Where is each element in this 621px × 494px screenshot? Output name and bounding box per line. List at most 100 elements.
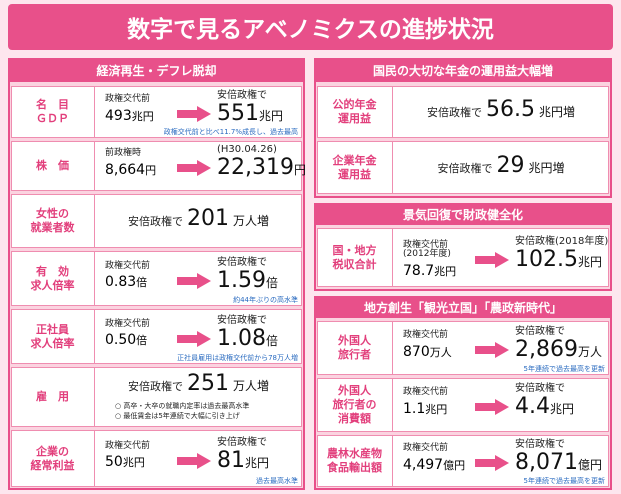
number: 4,497 bbox=[403, 456, 444, 473]
number: 1.59 bbox=[217, 267, 266, 293]
arrow bbox=[475, 399, 509, 415]
caption: 政権交代前 bbox=[403, 387, 449, 397]
after-value: 551兆円 bbox=[217, 101, 302, 126]
after: 安倍政権で 1.08倍 bbox=[217, 315, 302, 355]
before-value: 50兆円 bbox=[105, 451, 179, 470]
single-value: 安倍政権で 29 兆円増 bbox=[393, 153, 609, 183]
arrow bbox=[177, 452, 211, 469]
title: 数字で見るアベノミクスの進捗状況 bbox=[8, 4, 613, 50]
before: 政権交代前 0.83倍 bbox=[105, 261, 179, 298]
row-label: 女性の 就業者数 bbox=[11, 194, 95, 248]
single-value: 安倍政権で 201 万人増 bbox=[95, 206, 302, 236]
after: 安倍政権(2018年度) 102.5兆円 bbox=[515, 236, 609, 276]
after-value: 2,869万人 bbox=[515, 337, 609, 362]
number: 493 bbox=[105, 107, 132, 124]
before-value: 4,497億円 bbox=[403, 454, 477, 473]
caption: 政権交代前 bbox=[105, 440, 151, 451]
note: 5年連続で過去最高を更新 bbox=[523, 477, 605, 485]
unit: 兆円 bbox=[245, 455, 270, 470]
number: 551 bbox=[217, 101, 259, 126]
before: 政権交代前 (2012年度) 78.7兆円 bbox=[403, 239, 477, 280]
row-label: 雇 用 bbox=[11, 367, 95, 427]
single-value: 安倍政権で 251 万人増 bbox=[95, 371, 302, 401]
caption: 安倍政権(2018年度) bbox=[515, 235, 609, 247]
unit: 兆円 bbox=[131, 109, 154, 123]
note: ○ 高卒・大卒の就職内定率は過去最高水準 bbox=[115, 402, 250, 410]
after-value: 1.59倍 bbox=[217, 268, 302, 293]
before: 政権交代前 50兆円 bbox=[105, 440, 179, 478]
unit: 兆円 bbox=[550, 402, 575, 416]
unit: 億円 bbox=[577, 458, 602, 472]
after: 安倍政権で 4.4兆円 bbox=[515, 383, 609, 423]
row-box bbox=[317, 378, 609, 432]
arrow-shape bbox=[475, 455, 509, 471]
arrow-shape bbox=[475, 251, 509, 268]
number: 78.7 bbox=[403, 263, 435, 280]
row-label: 外国人 旅行者の 消費額 bbox=[317, 378, 393, 432]
panel-heading: 国民の大切な年金の運用益大幅増 bbox=[314, 58, 612, 82]
row-label: 農林水産物 食品輸出額 bbox=[317, 435, 393, 487]
before: 政権交代前 870万人 bbox=[403, 330, 477, 367]
number: 102.5 bbox=[515, 246, 578, 272]
row-label: 企業の 経常利益 bbox=[11, 430, 95, 487]
number: 1.1 bbox=[403, 400, 426, 417]
unit: 兆円 bbox=[577, 254, 602, 269]
unit: 倍 bbox=[136, 334, 148, 348]
unit: 兆円 bbox=[122, 456, 145, 470]
number: 0.50 bbox=[105, 332, 137, 349]
caption: 安倍政権で bbox=[515, 383, 565, 394]
unit: 倍 bbox=[265, 333, 278, 348]
unit: 万人増 bbox=[232, 214, 269, 228]
number: 29 bbox=[496, 152, 525, 178]
arrow bbox=[475, 342, 509, 358]
number: 201 bbox=[186, 206, 229, 231]
before: 政権交代前 1.1兆円 bbox=[403, 387, 477, 424]
caption: 政権交代前 bbox=[403, 330, 449, 340]
arrow-shape bbox=[177, 330, 211, 347]
after-value: 8,071億円 bbox=[515, 450, 609, 475]
unit: 万人 bbox=[429, 345, 452, 359]
row-box bbox=[317, 141, 609, 194]
before-value: 8,664円 bbox=[105, 159, 179, 178]
arrow-shape bbox=[177, 272, 211, 289]
unit: 万人 bbox=[577, 345, 602, 359]
row-box bbox=[317, 321, 609, 375]
arrow bbox=[177, 106, 211, 122]
row-box bbox=[11, 430, 302, 487]
caption: 安倍政権で bbox=[427, 106, 482, 119]
caption: 前政権時 bbox=[105, 148, 142, 158]
note: 5年連続で過去最高を更新 bbox=[523, 365, 605, 373]
before-value: 0.83倍 bbox=[105, 271, 179, 290]
before-value: 1.1兆円 bbox=[403, 398, 477, 417]
single-value: 安倍政権で 56.5 兆円増 bbox=[393, 97, 609, 127]
before: 政権交代前 0.50倍 bbox=[105, 318, 179, 356]
caption: 安倍政権で bbox=[217, 256, 267, 268]
caption: 政権交代前 bbox=[403, 443, 449, 453]
caption: 政権交代前 bbox=[105, 94, 151, 104]
note: 正社員雇用は政権交代前から78万人増 bbox=[177, 354, 298, 362]
row-label: 外国人 旅行者 bbox=[317, 321, 393, 375]
panel-heading: 景気回復で財政健全化 bbox=[314, 203, 612, 225]
row-box bbox=[11, 86, 302, 138]
unit: 兆円 bbox=[434, 265, 457, 279]
arrow bbox=[177, 330, 211, 347]
unit: 円 bbox=[145, 163, 157, 177]
after: 安倍政権で 81兆円 bbox=[217, 437, 302, 477]
number: 4.4 bbox=[515, 394, 550, 419]
unit: 兆円 bbox=[425, 402, 448, 416]
caption: 安倍政権で bbox=[217, 314, 267, 326]
row-box bbox=[11, 194, 302, 248]
row-label: 国・地方 税収合計 bbox=[317, 228, 393, 287]
unit: 兆円 bbox=[259, 109, 284, 123]
caption: 政権交代前 (2012年度) bbox=[403, 239, 451, 260]
caption: 政権交代前 bbox=[105, 318, 151, 329]
row-box bbox=[11, 367, 302, 427]
panel-heading: 経済再生・デフレ脱却 bbox=[8, 58, 305, 82]
number: 8,071 bbox=[515, 450, 578, 475]
row-box bbox=[11, 309, 302, 364]
unit: 万人増 bbox=[232, 379, 269, 393]
row-box bbox=[11, 251, 302, 306]
number: 56.5 bbox=[486, 97, 535, 122]
arrow bbox=[177, 272, 211, 289]
